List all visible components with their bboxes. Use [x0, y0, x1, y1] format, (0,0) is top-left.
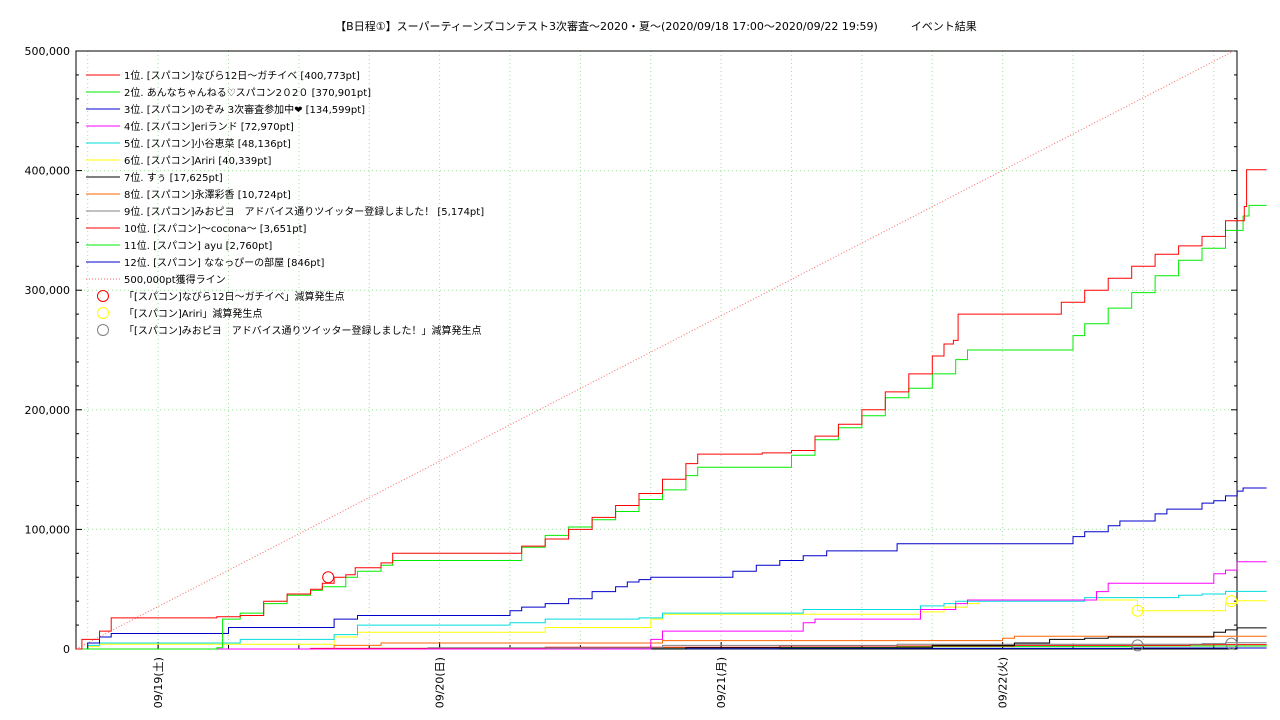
markers	[322, 571, 1238, 652]
legend-label-13: 500,000pt獲得ライン	[124, 273, 226, 286]
legend-marker-label-3: 「[スパコン]みおピヨ アドバイス通りツイッター登録しました！」減算発生点	[124, 324, 482, 337]
legend-label-11: 11位. [スパコン] ayu [2,760pt]	[124, 239, 272, 252]
legend-marker-label-2: 「[スパコン]Ariri」減算発生点	[124, 307, 262, 320]
legend-label-1: 1位. [スパコン]なびら12日〜ガチイベ [400,773pt]	[124, 69, 360, 82]
series-line-4	[76, 561, 1267, 650]
legend-label-8: 8位. [スパコン]永澤彩香 [10,724pt]	[124, 188, 291, 201]
x-tick-label: 09/21(月)	[715, 657, 728, 708]
legend-label-10: 10位. [スパコン]〜cocona〜 [3,651pt]	[124, 222, 307, 235]
series-line-1	[76, 169, 1267, 650]
y-tick-label: 300,000	[25, 284, 71, 297]
legend-marker-2	[97, 307, 109, 319]
series-line-5	[76, 590, 1267, 650]
marker-point-3	[1131, 639, 1144, 652]
y-tick-label: 0	[63, 643, 70, 656]
series-line-6	[76, 599, 1267, 650]
legend-label-7: 7位. すぅ [17,625pt]	[124, 171, 223, 184]
y-tick-label: 500,000	[25, 45, 71, 58]
legend-label-4: 4位. [スパコン]eriランド [72,970pt]	[124, 120, 294, 133]
legend-label-9: 9位. [スパコン]みおピヨ アドバイス通りツイッター登録しました！ [5,17…	[124, 205, 484, 218]
series-line-10	[76, 644, 1267, 650]
grid-lines	[76, 51, 1237, 649]
legend: 1位. [スパコン]なびら12日〜ガチイベ [400,773pt] 2位. あんな…	[86, 69, 484, 337]
y-tick-label: 400,000	[25, 165, 71, 178]
y-tick-label: 200,000	[25, 404, 71, 417]
marker-point-1	[322, 571, 335, 584]
legend-label-5: 5位. [スパコン]小谷恵菜 [48,136pt]	[124, 137, 291, 150]
series-line-3	[76, 487, 1267, 650]
legend-label-6: 6位. [スパコン]Ariri [40,339pt]	[124, 154, 271, 167]
series-line-8	[76, 635, 1267, 650]
legend-marker-3	[97, 324, 109, 336]
legend-marker-1	[97, 290, 109, 302]
legend-label-3: 3位. [スパコン]のぞみ 3次審査参加中❤ [134,599pt]	[124, 103, 365, 116]
axes: 0 100,000 200,000 300,000 400,000 500,000 09/1…	[25, 45, 1237, 708]
y-tick-label: 100,000	[25, 523, 71, 536]
marker-point-2	[1225, 595, 1238, 608]
series-line-13	[75, 50, 1234, 650]
x-tick-label: 09/20(日)	[434, 657, 447, 708]
marker-point-3	[1225, 637, 1238, 650]
series-lines	[75, 50, 1268, 650]
x-tick-label: 09/22(火)	[997, 657, 1010, 708]
legend-marker-label-1: 「[スパコン]なびら12日〜ガチイベ」減算発生点	[124, 290, 345, 303]
marker-point-2	[1131, 604, 1144, 617]
series-line-2	[76, 204, 1267, 650]
series-line-7	[76, 627, 1267, 650]
legend-label-2: 2位. あんなちゃんねる♡スパコン2０2０ [370,901pt]	[124, 86, 371, 99]
x-tick-label: 09/19(土)	[152, 657, 165, 708]
chart-title: 【B日程①】スーパーティーンズコンテスト3次審査〜2020・夏〜(2020/09…	[335, 19, 977, 33]
legend-label-12: 12位. [スパコン] ななっぴーの部屋 [846pt]	[124, 256, 324, 269]
